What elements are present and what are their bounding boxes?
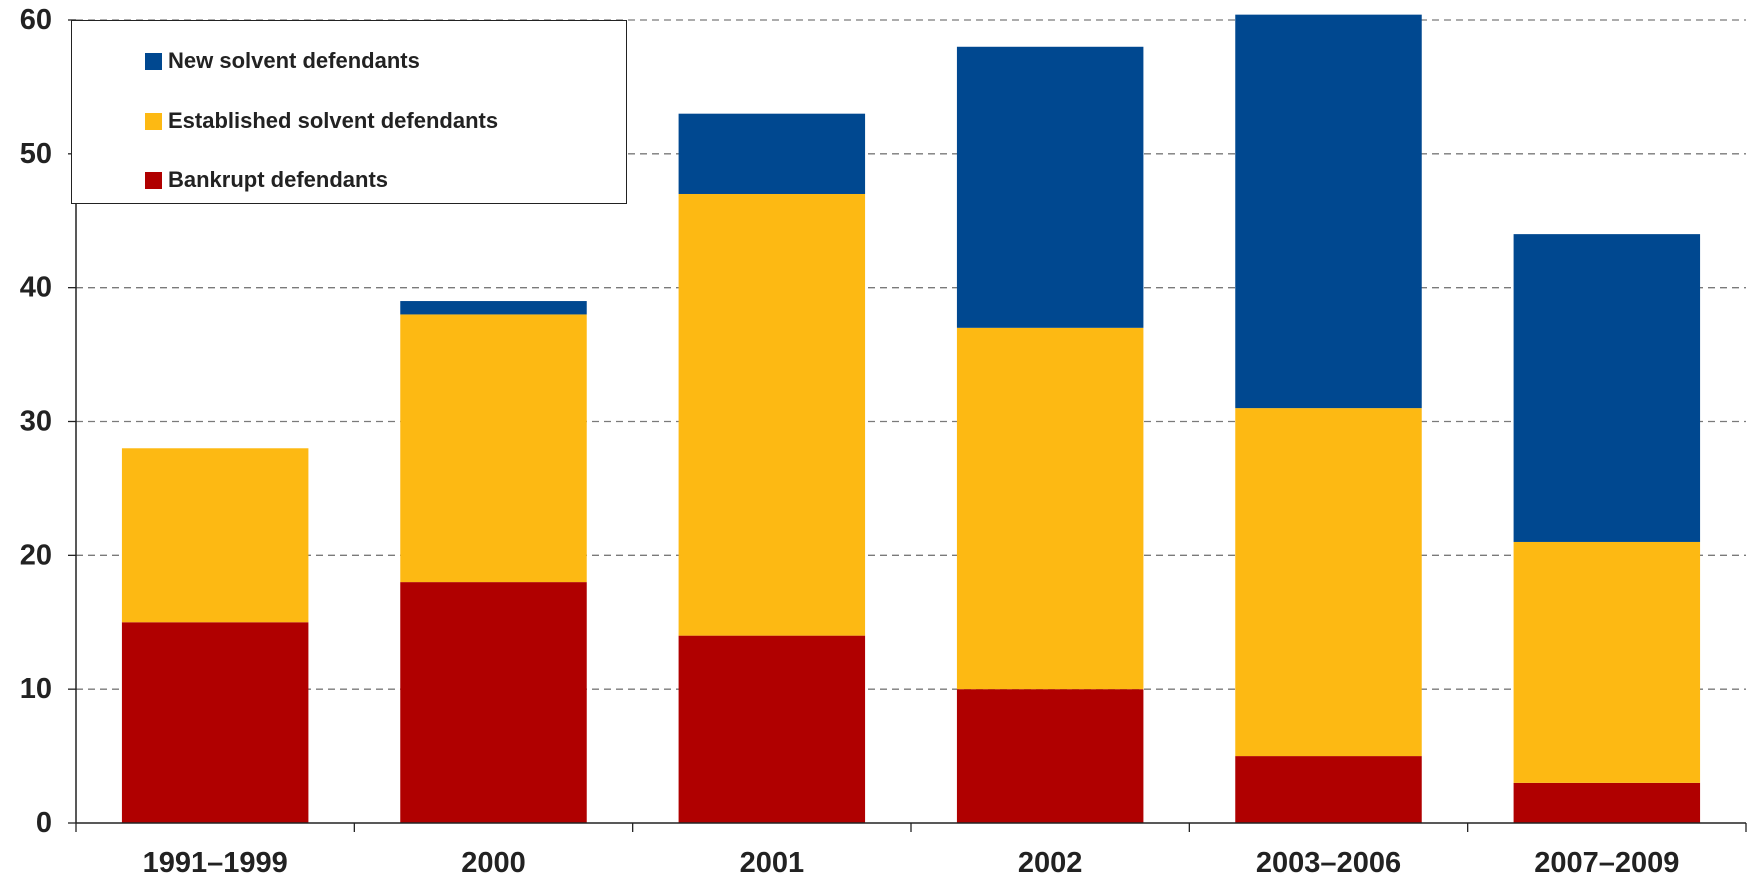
y-tick-label-50: 50 xyxy=(20,138,52,170)
y-tick-labels: 0 10 20 30 40 50 60 xyxy=(20,4,52,839)
legend-label-established-solvent: Established solvent defendants xyxy=(168,108,499,133)
x-tick-label-2002: 2002 xyxy=(1018,847,1083,879)
bar-2007–2009-established-solvent-defendants xyxy=(1513,541,1701,783)
x-tick-labels: 1991–1999 2000 2001 2002 2003–2006 2007–2009 xyxy=(143,847,1680,879)
legend-label-new-solvent: New solvent defendants xyxy=(168,48,420,73)
bar-2001-new-solvent-defendants xyxy=(678,113,866,194)
y-tick-label-60: 60 xyxy=(20,4,52,36)
bar-2002-established-solvent-defendants xyxy=(956,327,1144,690)
legend-item-bankrupt: Bankrupt defendants xyxy=(145,167,389,192)
legend-swatch-new-solvent xyxy=(145,52,162,70)
y-tick-label-0: 0 xyxy=(36,807,52,839)
y-tick-label-10: 10 xyxy=(20,673,52,705)
x-tick-label-2003–2006: 2003–2006 xyxy=(1256,847,1401,879)
bar-2003–2006-established-solvent-defendants xyxy=(1235,408,1422,757)
x-tick-label-2007–2009: 2007–2009 xyxy=(1534,847,1679,879)
bar-2001-established-solvent-defendants xyxy=(678,193,866,636)
bar-2007–2009-bankrupt-defendants xyxy=(1513,782,1701,823)
legend-item-new-solvent: New solvent defendants xyxy=(145,48,420,73)
legend-label-bankrupt: Bankrupt defendants xyxy=(168,167,389,192)
legend-swatch-established-solvent xyxy=(145,112,162,130)
bar-2001-bankrupt-defendants xyxy=(678,635,866,823)
legend-swatch-bankrupt xyxy=(145,171,162,189)
x-tick-label-2000: 2000 xyxy=(461,847,526,879)
bar-2007–2009-new-solvent-defendants xyxy=(1513,234,1701,542)
x-tick-label-2001: 2001 xyxy=(740,847,805,879)
bar-2000-new-solvent-defendants xyxy=(400,301,587,315)
bar-2002-new-solvent-defendants xyxy=(956,46,1144,328)
y-tick-label-20: 20 xyxy=(20,539,52,571)
bar-2003–2006-bankrupt-defendants xyxy=(1235,756,1422,823)
x-tick-label-1991–1999: 1991–1999 xyxy=(143,847,288,879)
legend: New solvent defendants Established solve… xyxy=(71,20,627,204)
legend-item-established-solvent: Established solvent defendants xyxy=(145,108,499,133)
bar-2002-bankrupt-defendants xyxy=(956,689,1144,823)
bar-2000-bankrupt-defendants xyxy=(400,582,587,823)
bars xyxy=(121,14,1701,823)
y-tick-label-30: 30 xyxy=(20,406,52,438)
bar-2003–2006-new-solvent-defendants xyxy=(1235,14,1422,409)
bar-2000-established-solvent-defendants xyxy=(400,314,587,583)
y-tick-label-40: 40 xyxy=(20,272,52,304)
bar-1991–1999-bankrupt-defendants xyxy=(121,622,309,823)
bar-1991–1999-established-solvent-defendants xyxy=(121,448,309,623)
